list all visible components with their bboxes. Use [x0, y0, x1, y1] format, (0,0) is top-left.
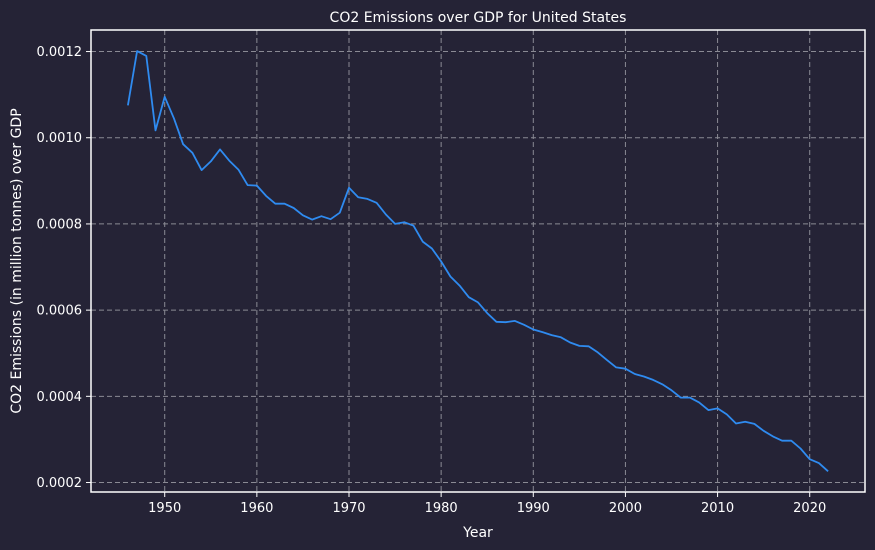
x-tick-label: 1980 — [425, 501, 458, 516]
chart-title: CO2 Emissions over GDP for United States — [330, 10, 627, 26]
x-tick-label: 2010 — [701, 501, 734, 516]
grid — [91, 30, 865, 492]
x-tick-label: 2000 — [609, 501, 642, 516]
y-axis-label: CO2 Emissions (in million tonnes) over G… — [9, 108, 25, 413]
y-tick-label: 0.0002 — [37, 476, 83, 491]
y-tick-label: 0.0012 — [37, 45, 83, 60]
x-tick-label: 1990 — [517, 501, 550, 516]
x-axis-label: Year — [462, 525, 493, 541]
x-tick-label: 1960 — [240, 501, 273, 516]
y-tick-label: 0.0008 — [37, 217, 83, 232]
axis-ticks: 1950 1960 1970 1980 1990 2000 2010 2020 0.0002 0.… — [37, 45, 827, 516]
plot-frame — [90, 29, 866, 493]
x-tick-label: 2020 — [793, 501, 826, 516]
y-tick-label: 0.0004 — [37, 390, 83, 405]
x-tick-label: 1970 — [332, 501, 365, 516]
y-tick-label: 0.0006 — [37, 304, 83, 319]
series-line — [127, 50, 829, 472]
x-tick-label: 1950 — [148, 501, 181, 516]
y-tick-label: 0.0010 — [37, 131, 83, 146]
